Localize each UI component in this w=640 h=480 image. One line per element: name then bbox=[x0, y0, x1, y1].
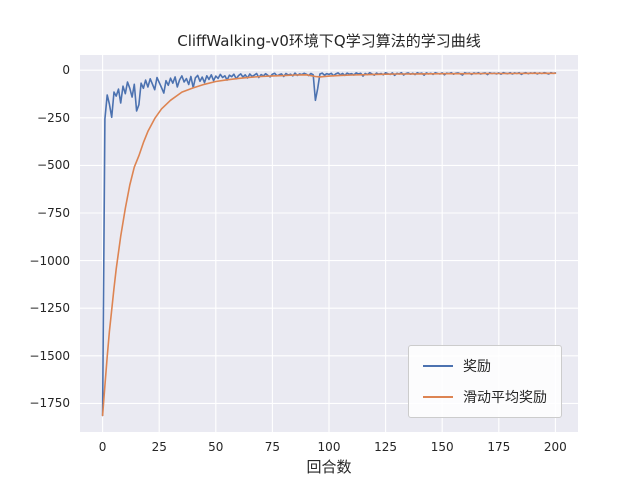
y-tick-label: −250 bbox=[37, 110, 70, 125]
y-tick-label: −750 bbox=[37, 206, 70, 221]
x-tick-label: 75 bbox=[264, 440, 281, 454]
y-tick-label: −500 bbox=[37, 158, 70, 173]
x-tick-label: 25 bbox=[151, 440, 167, 454]
x-tick-label: 175 bbox=[487, 440, 511, 454]
x-tick-label: 125 bbox=[374, 440, 398, 454]
legend-label-moving-average: 滑动平均奖励 bbox=[463, 390, 547, 406]
x-tick-label: 150 bbox=[430, 440, 454, 454]
gridlines bbox=[80, 55, 578, 432]
y-tick-label: −1750 bbox=[29, 396, 70, 411]
legend-item-moving-average: 滑动平均奖励 bbox=[423, 387, 547, 407]
x-tick-label: 0 bbox=[98, 440, 107, 454]
plot-area: 奖励 滑动平均奖励 bbox=[80, 55, 578, 432]
x-tick-label: 50 bbox=[208, 440, 224, 454]
legend-label-reward: 奖励 bbox=[463, 359, 491, 375]
y-tick-label: 0 bbox=[62, 63, 70, 78]
series-lines bbox=[101, 71, 557, 417]
legend-item-reward: 奖励 bbox=[423, 356, 547, 376]
plot-svg bbox=[80, 55, 578, 432]
y-tick-label: −1000 bbox=[29, 253, 70, 268]
reward-line-swatch bbox=[423, 365, 453, 367]
moving-average-line-swatch bbox=[423, 396, 453, 398]
y-tick-label: −1500 bbox=[29, 348, 70, 363]
chart-title: CliffWalking-v0环境下Q学习算法的学习曲线 bbox=[177, 32, 481, 50]
legend: 奖励 滑动平均奖励 bbox=[408, 345, 562, 418]
x-tick-label: 100 bbox=[317, 440, 341, 454]
x-tick-label: 200 bbox=[543, 440, 567, 454]
y-tick-label: −1250 bbox=[29, 301, 70, 316]
x-axis-label: 回合数 bbox=[306, 458, 352, 476]
